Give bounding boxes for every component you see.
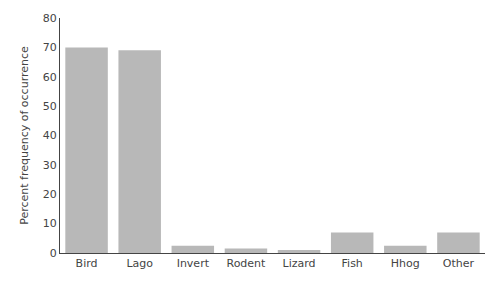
svg-text:Hhog: Hhog <box>391 257 420 270</box>
svg-text:50: 50 <box>43 100 57 113</box>
svg-text:Lizard: Lizard <box>283 257 316 270</box>
svg-text:Lago: Lago <box>126 257 153 270</box>
svg-text:Percent frequency of occurrenc: Percent frequency of occurrence <box>18 46 31 225</box>
svg-text:10: 10 <box>43 217 57 230</box>
svg-text:Invert: Invert <box>177 257 210 270</box>
svg-text:Rodent: Rodent <box>226 257 266 270</box>
svg-text:60: 60 <box>43 71 57 84</box>
svg-text:40: 40 <box>43 129 57 142</box>
svg-text:Other: Other <box>443 257 475 270</box>
svg-text:0: 0 <box>50 247 57 260</box>
svg-text:30: 30 <box>43 159 57 172</box>
svg-text:20: 20 <box>43 188 57 201</box>
svg-text:70: 70 <box>43 41 57 54</box>
svg-text:Bird: Bird <box>76 257 98 270</box>
svg-text:Fish: Fish <box>342 257 363 270</box>
svg-text:80: 80 <box>43 12 57 25</box>
